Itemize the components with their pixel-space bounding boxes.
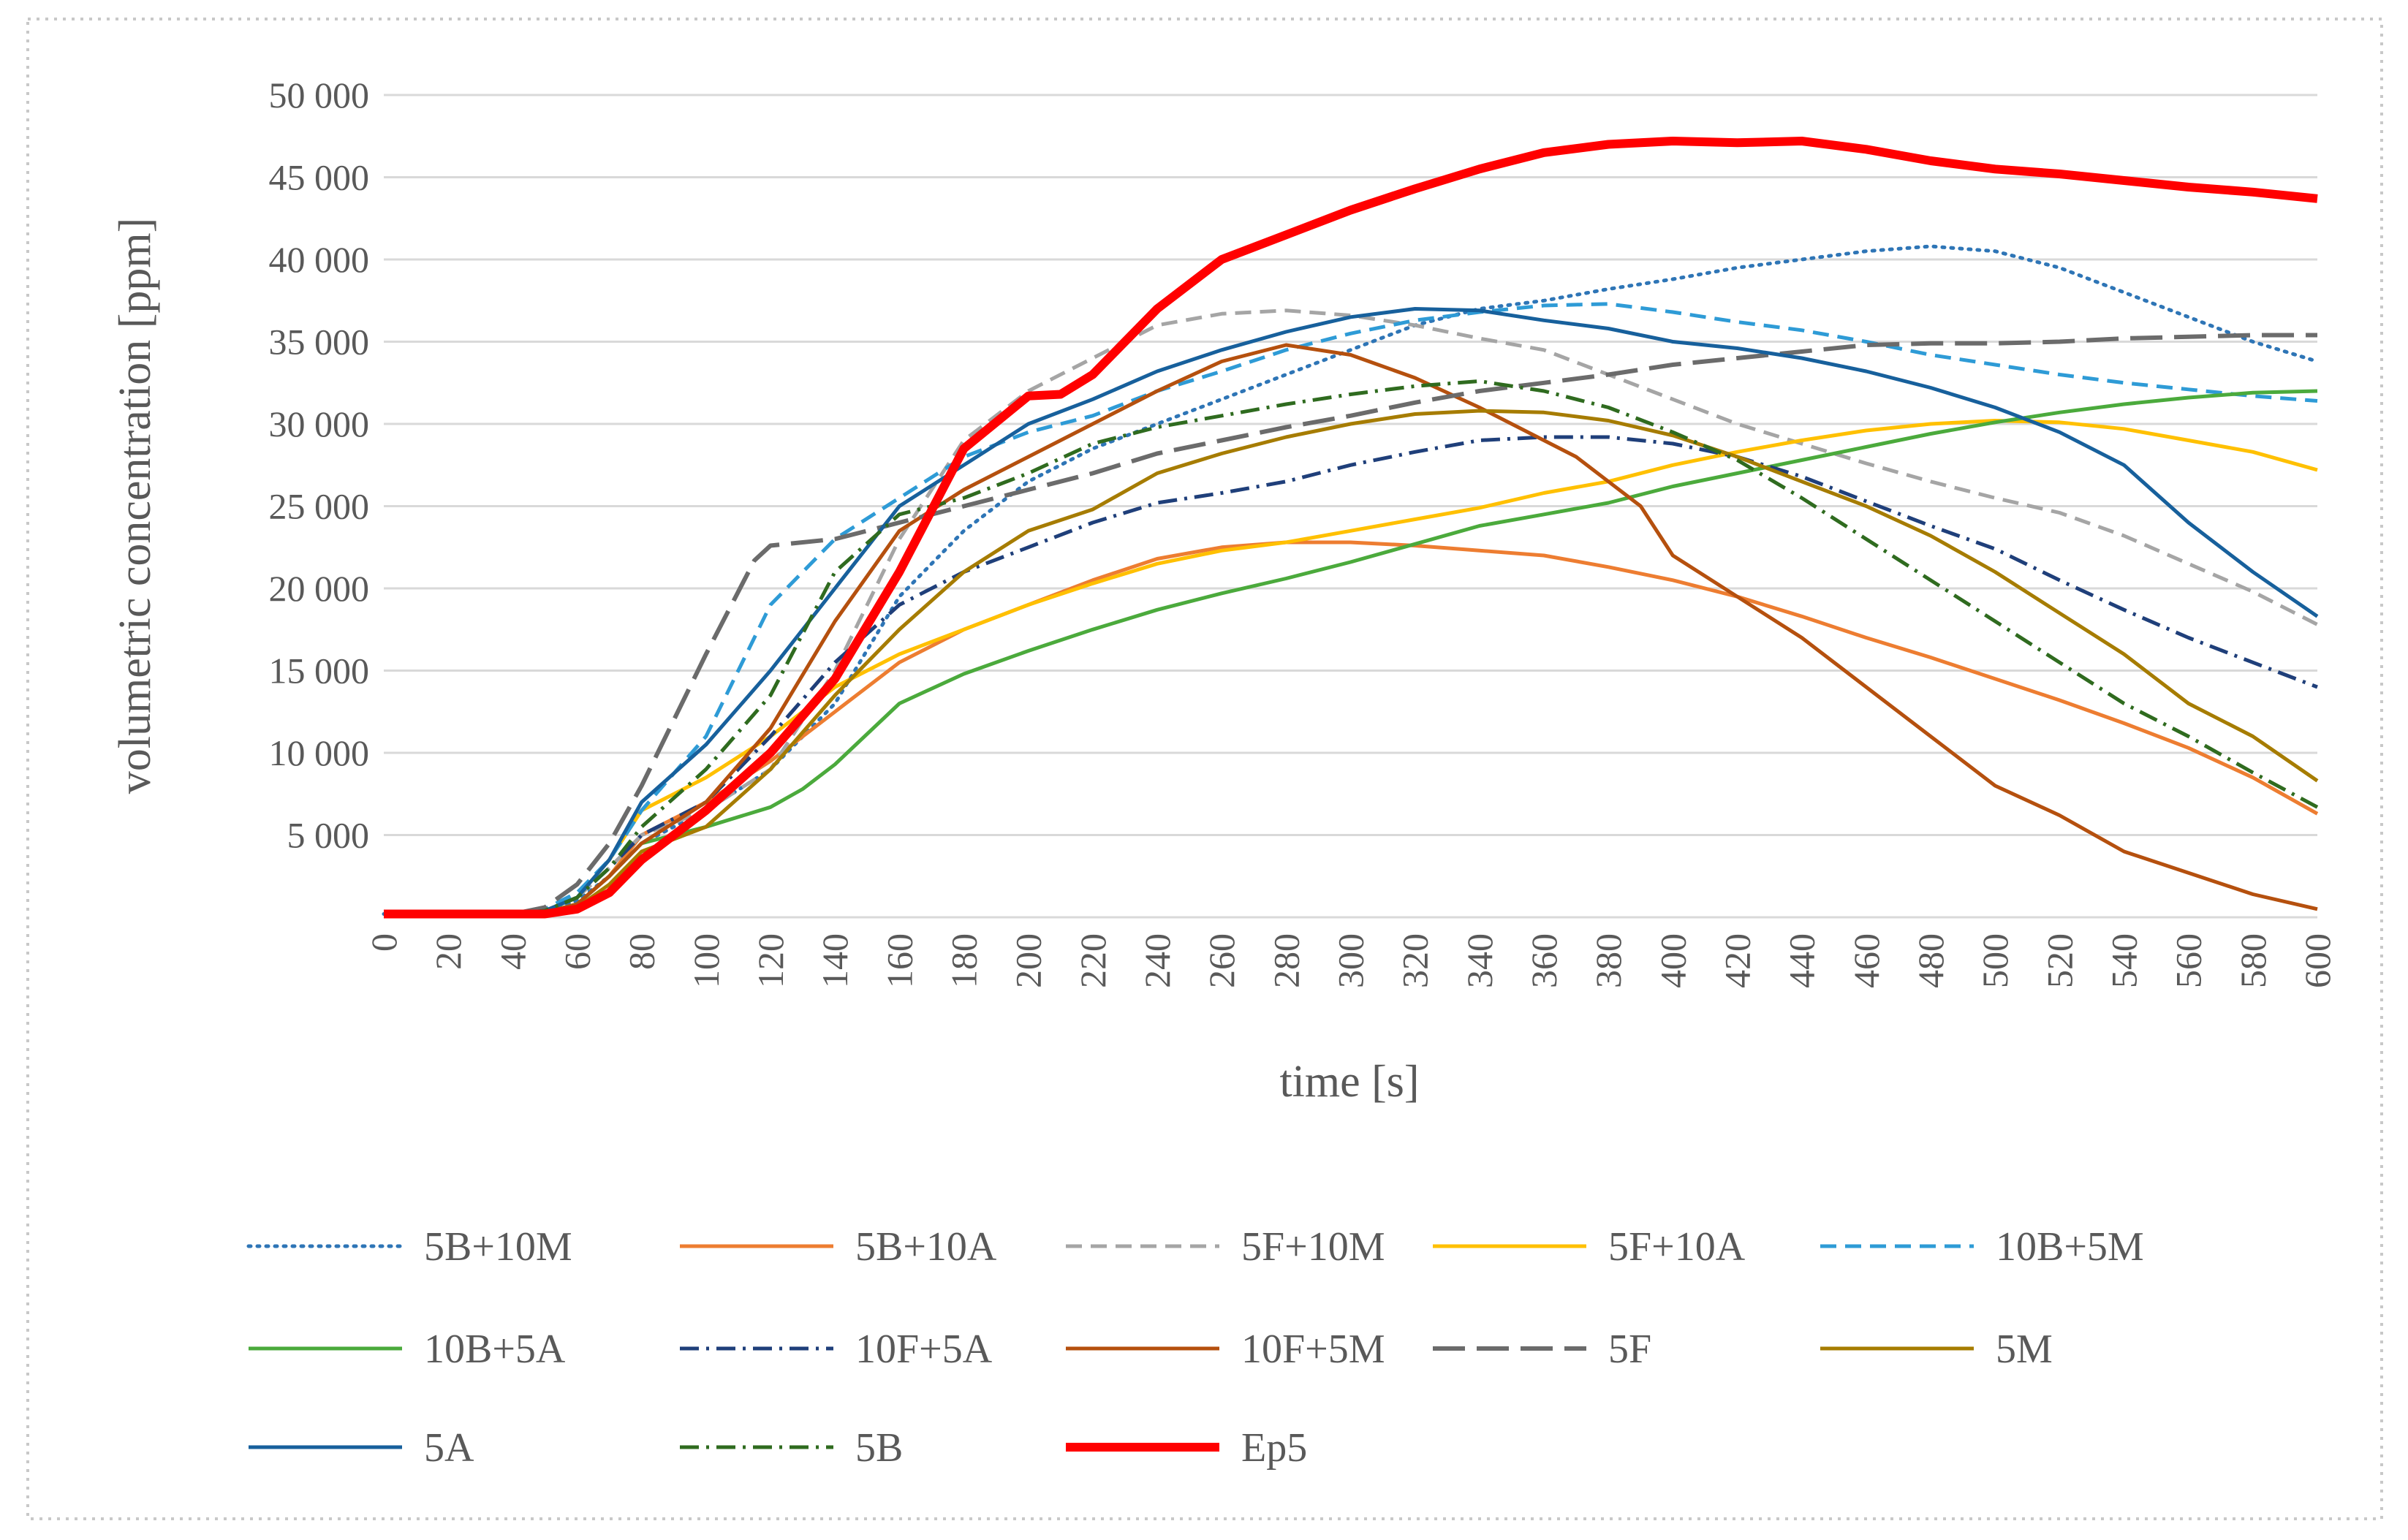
series-line-5b [384, 379, 2319, 916]
series-line-10f-5a [384, 435, 2318, 916]
x-tick-label: 280 [1265, 933, 1306, 988]
legend-item: 5B+10A [680, 1224, 997, 1270]
x-tick-label: 100 [686, 933, 727, 988]
series-line-5b-10m [382, 244, 2320, 916]
legend-label: 10F+5M [1241, 1327, 1385, 1372]
series-line-5a [384, 307, 2319, 916]
x-tick-label: 600 [2297, 933, 2338, 988]
series-line-5f-10a [384, 419, 2318, 916]
x-tick-label: 220 [1072, 933, 1113, 988]
y-tick-label: 15 000 [269, 650, 370, 691]
x-tick-label: 320 [1395, 933, 1436, 988]
x-tick-label: 60 [557, 933, 598, 970]
legend-label: 10B+5A [424, 1327, 566, 1372]
x-tick-label: 0 [363, 933, 404, 952]
legend-item: 5B [680, 1425, 903, 1471]
x-tick-label: 540 [2104, 933, 2145, 988]
x-tick-label: 400 [1652, 933, 1693, 988]
y-tick-label: 40 000 [269, 239, 370, 280]
x-tick-label: 520 [2039, 933, 2080, 988]
legend-item: 10F+5A [680, 1327, 993, 1372]
legend: 5B+10M 5B+10A 5F+10M 5F+10A 10B+5M 10B+5A 10F+… [246, 1224, 2144, 1471]
x-tick-label: 20 [428, 933, 469, 970]
x-axis-title: time [s] [1279, 1057, 1419, 1107]
x-tick-label: 360 [1523, 933, 1564, 988]
legend-item: 5B+10M [246, 1224, 572, 1270]
legend-item: 10F+5M [1066, 1327, 1385, 1372]
x-axis-ticks: 0 20 40 60 80 100 120 140 160 180 200 220 240 260 280 3… [363, 933, 2338, 988]
x-tick-label: 340 [1459, 933, 1500, 988]
legend-label: 5F [1608, 1327, 1651, 1372]
series-line-10b-5m [384, 302, 2318, 916]
legend-label: 5B+10M [424, 1224, 572, 1270]
y-tick-label: 50 000 [269, 75, 370, 115]
y-tick-label: 25 000 [269, 486, 370, 527]
series-line-ep5 [384, 137, 2318, 919]
series-line-5f [384, 333, 2317, 917]
legend-item: 5M [1820, 1327, 2053, 1372]
x-tick-label: 260 [1201, 933, 1242, 988]
x-tick-label: 180 [944, 933, 985, 988]
x-tick-label: 40 [492, 933, 533, 970]
legend-label: 10F+5A [855, 1327, 993, 1372]
x-tick-label: 240 [1137, 933, 1178, 988]
legend-label: 5A [424, 1425, 474, 1471]
chart-frame [26, 18, 2383, 1520]
y-tick-label: 45 000 [269, 157, 370, 198]
x-tick-label: 200 [1008, 933, 1049, 988]
y-tick-label: 5 000 [287, 815, 370, 856]
legend-item: 10B+5M [1820, 1224, 2144, 1270]
x-tick-label: 160 [879, 933, 920, 988]
legend-label: 5F+10M [1241, 1224, 1385, 1270]
legend-item: 5F+10A [1433, 1224, 1746, 1270]
x-tick-label: 420 [1717, 933, 1758, 988]
legend-label: 5M [1996, 1327, 2053, 1372]
x-tick-label: 300 [1330, 933, 1371, 988]
y-tick-label: 20 000 [269, 568, 370, 609]
legend-item: Ep5 [1066, 1425, 1307, 1471]
series-line-5f-10m [384, 308, 2319, 916]
legend-label: 5B+10A [855, 1224, 997, 1270]
x-tick-label: 120 [750, 933, 791, 988]
legend-label: 10B+5M [1996, 1224, 2144, 1270]
x-tick-label: 460 [1846, 933, 1887, 988]
y-tick-label: 35 000 [269, 322, 370, 363]
x-tick-label: 380 [1588, 933, 1629, 988]
x-tick-label: 560 [2168, 933, 2209, 988]
x-tick-label: 140 [814, 933, 855, 988]
legend-item: 10B+5A [249, 1327, 566, 1372]
x-tick-label: 500 [1975, 933, 2015, 988]
y-axis-title: volumetric concentration [ppm] [110, 218, 160, 794]
legend-item: 5A [249, 1425, 474, 1471]
y-tick-label: 10 000 [269, 732, 370, 773]
legend-item: 5F [1433, 1327, 1651, 1372]
series-line-10f-5m [384, 343, 2318, 916]
legend-label: 5F+10A [1608, 1224, 1746, 1270]
x-tick-label: 480 [1910, 933, 1951, 988]
x-tick-label: 80 [621, 933, 662, 970]
series-lines [382, 137, 2320, 919]
y-tick-label: 30 000 [269, 403, 370, 444]
x-tick-label: 440 [1782, 933, 1822, 988]
legend-label: 5B [855, 1425, 903, 1471]
x-tick-label: 580 [2233, 933, 2273, 988]
legend-item: 5F+10M [1066, 1224, 1385, 1270]
legend-label: Ep5 [1241, 1425, 1307, 1471]
y-axis-ticks: 5 000 10 000 15 000 20 000 25 000 30 000 35 00… [269, 75, 370, 856]
